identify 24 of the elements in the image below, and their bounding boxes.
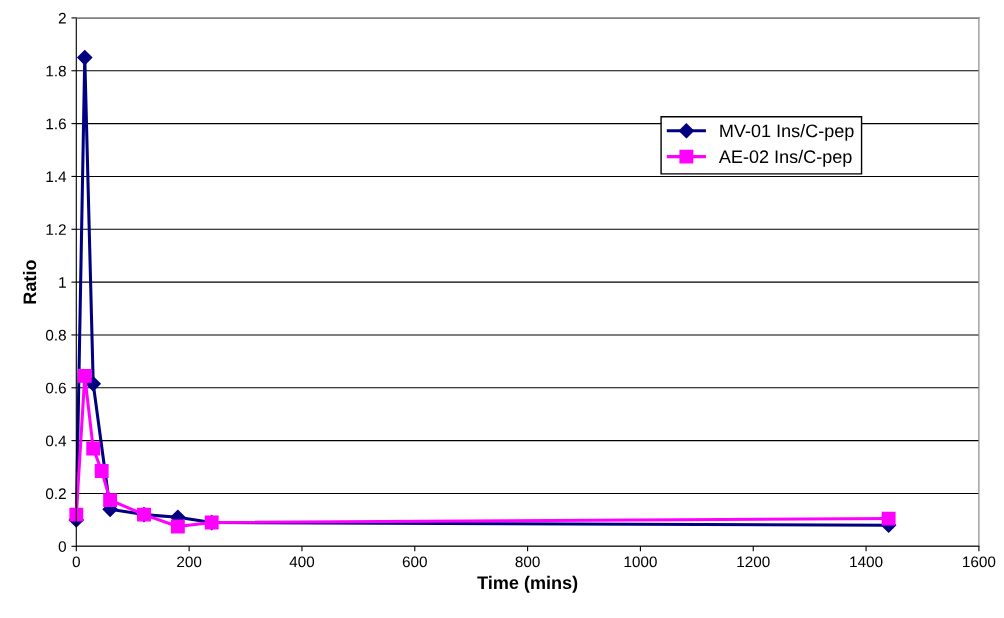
y-axis-title: Ratio xyxy=(22,260,37,304)
x-tick-label: 1400 xyxy=(850,556,883,568)
x-tick-label: 1000 xyxy=(624,556,657,568)
legend-label: MV-01 Ins/C-pep xyxy=(720,124,854,141)
y-tick-label: 2 xyxy=(58,12,66,24)
y-tick-label: 1.4 xyxy=(46,171,67,182)
y-tick-label: 0.6 xyxy=(45,382,66,394)
x-tick-label: 800 xyxy=(515,556,540,568)
x-tick-label: 200 xyxy=(177,556,202,568)
y-tick-label: 0.2 xyxy=(45,488,66,500)
y-tick-label: 1 xyxy=(59,277,66,288)
y-tick-label: 1.6 xyxy=(46,118,66,130)
legend-label: AE-02 Ins/C-pep xyxy=(718,149,852,167)
y-tick-label: 0.8 xyxy=(45,329,66,341)
y-tick-label: 1.2 xyxy=(46,224,66,235)
y-tick-label: 0 xyxy=(58,541,66,552)
x-tick-label: 1600 xyxy=(963,556,996,568)
y-tick-label: 0.4 xyxy=(45,435,67,447)
y-tick-label: 1.8 xyxy=(46,65,66,77)
x-tick-label: 1200 xyxy=(737,556,770,568)
x-tick-label: 400 xyxy=(289,556,315,568)
x-tick-label: 600 xyxy=(402,556,427,568)
x-axis-title: Time (mins) xyxy=(477,575,578,593)
x-tick-label: 0 xyxy=(72,556,80,568)
